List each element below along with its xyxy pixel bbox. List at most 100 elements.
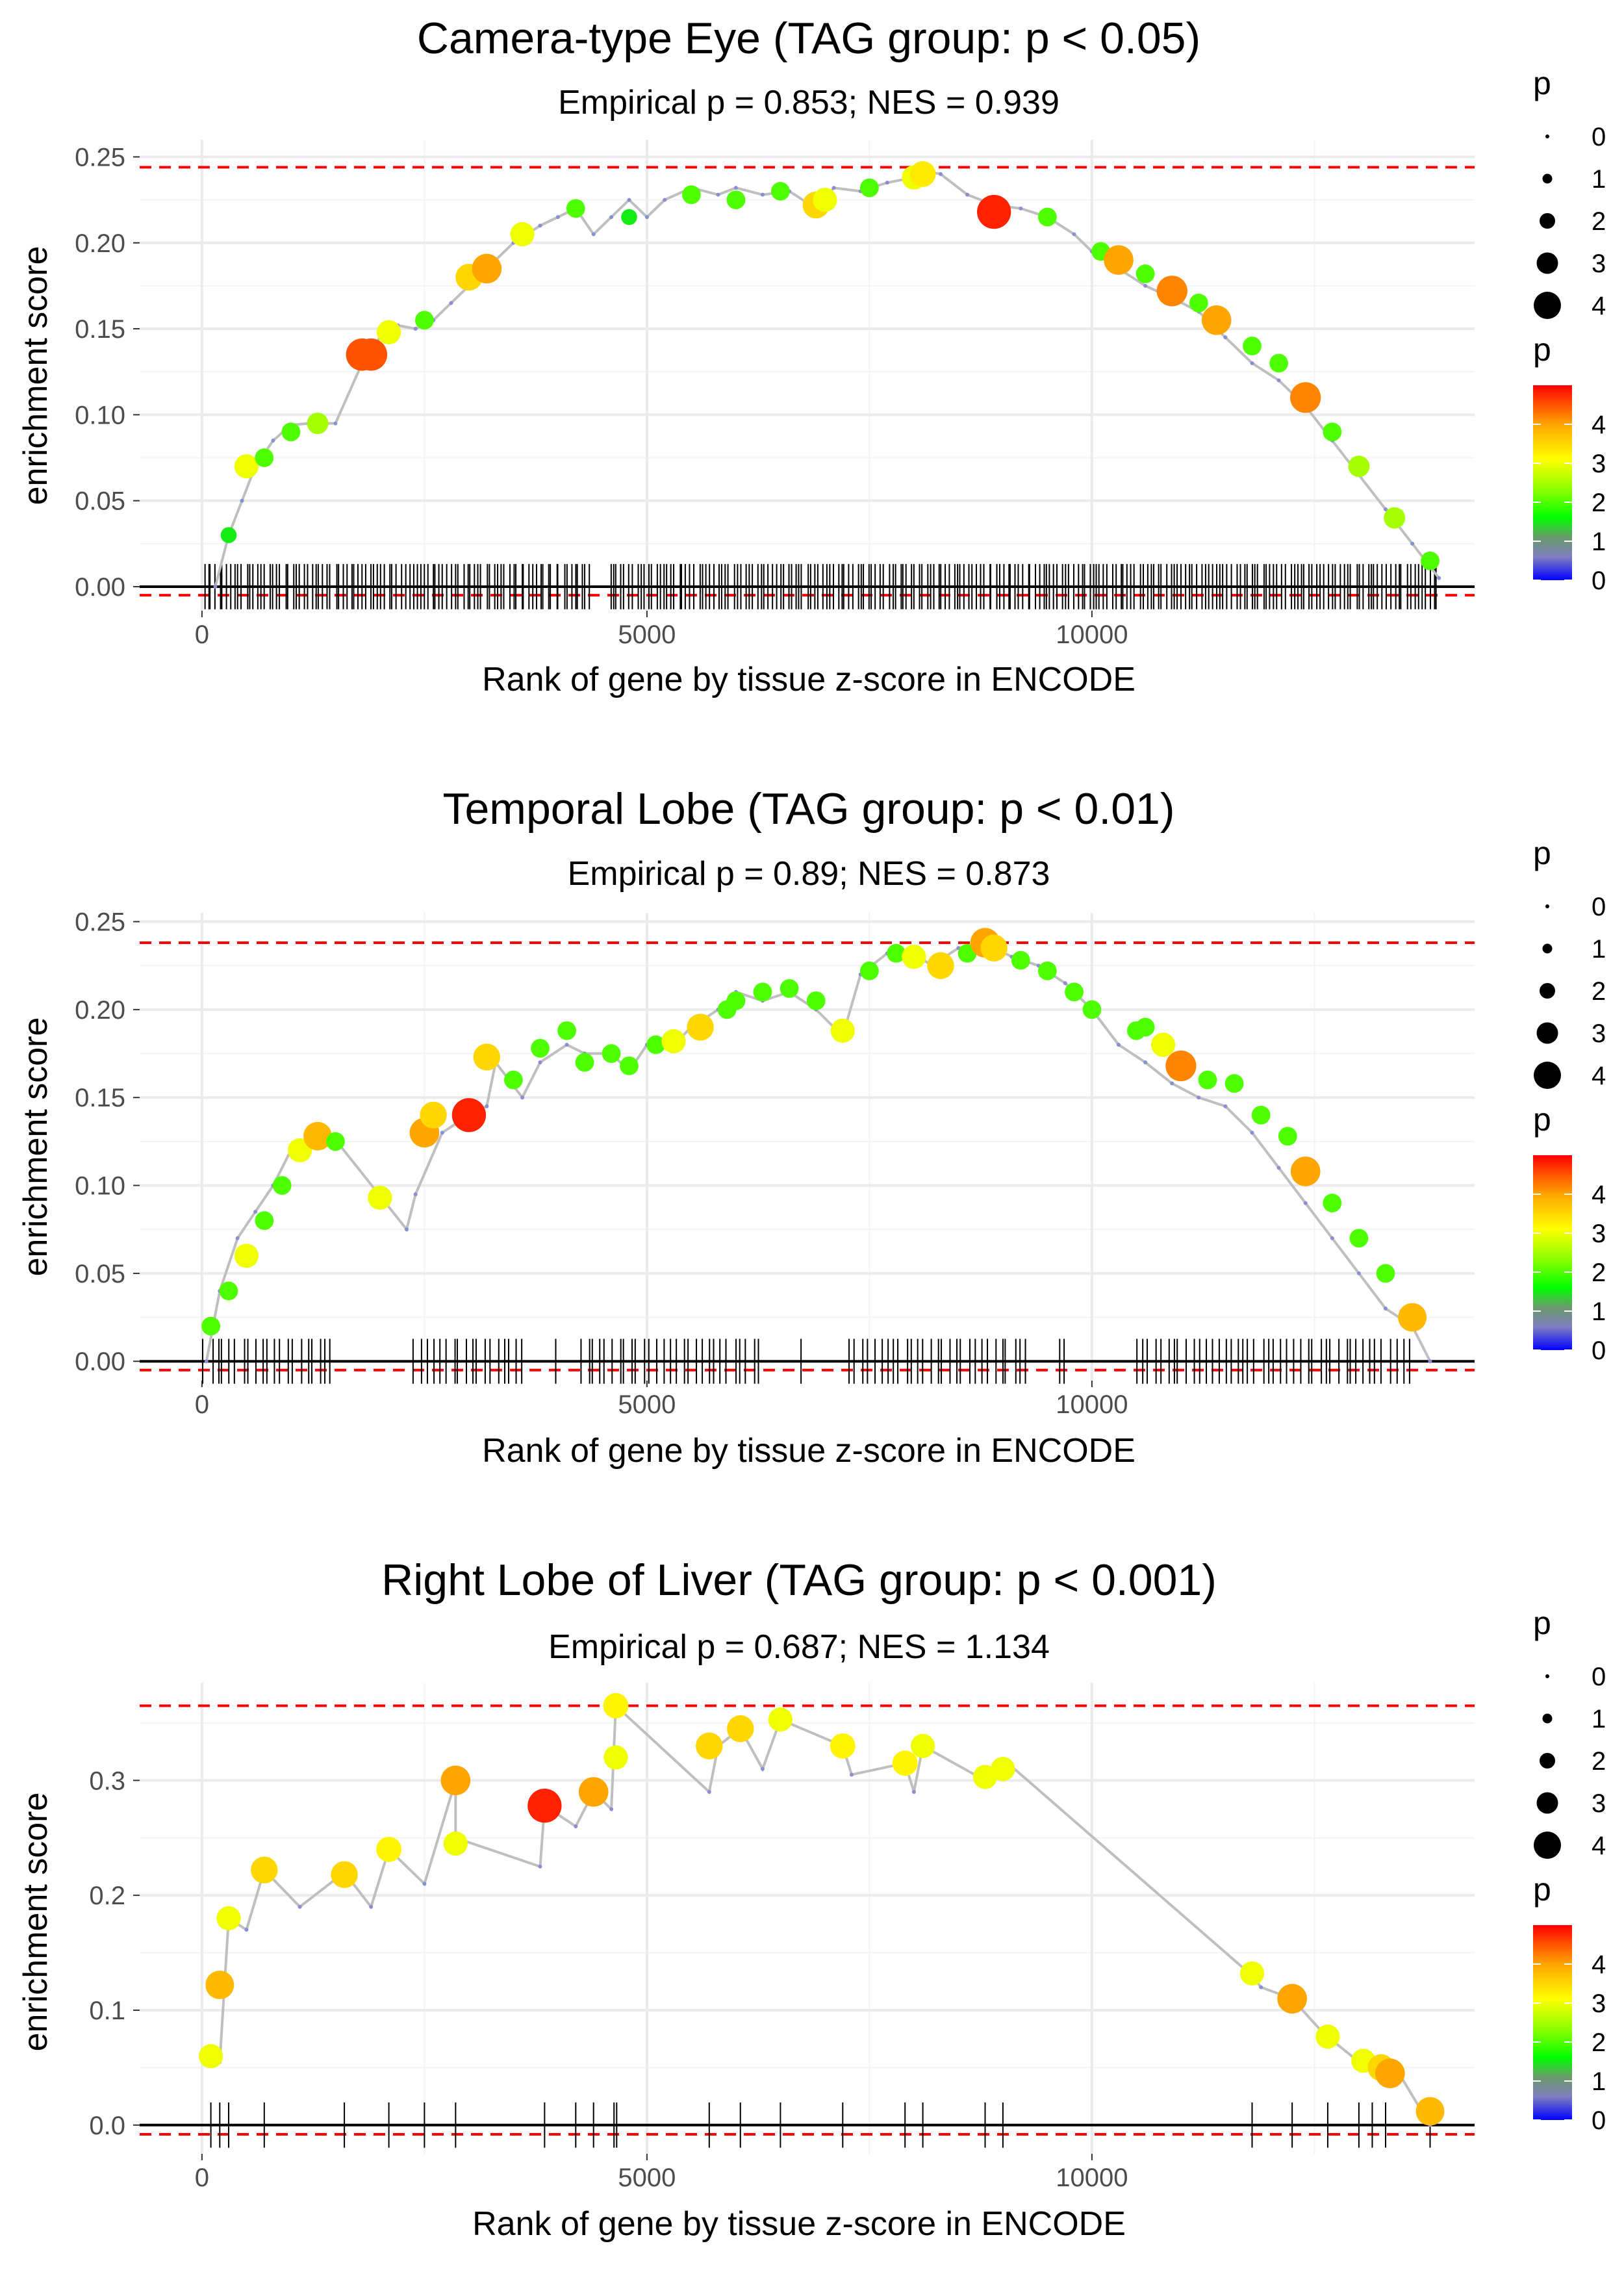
data-point [1348, 455, 1370, 478]
data-point [255, 448, 274, 467]
data-point [892, 1750, 918, 1776]
size-legend-dot [1545, 904, 1549, 908]
y-tick-label: 0.20 [75, 996, 125, 1025]
y-tick-label: 0.10 [75, 1172, 125, 1201]
x-tick-label: 10000 [1056, 620, 1128, 649]
color-legend-title: p [1533, 1871, 1551, 1908]
data-point [1323, 1194, 1342, 1213]
chart-panel-eye: Camera-type Eye (TAG group: p < 0.05) Em… [17, 14, 1475, 698]
size-legend-label: 0 [1592, 893, 1606, 921]
colorbar-label: 1 [1592, 528, 1606, 556]
series-line [205, 941, 1432, 1362]
data-point [531, 1039, 550, 1058]
legend-panel-temporal-lobe: p 0 1 2 3 4 p 0 1 2 3 4 [1533, 835, 1606, 1365]
colorbar-label: 3 [1592, 1220, 1606, 1248]
size-legend-label: 3 [1592, 1789, 1606, 1818]
series-vertex [1063, 981, 1067, 986]
data-point [415, 311, 434, 330]
data-point [205, 1971, 235, 2000]
data-point [473, 1043, 500, 1071]
data-point [1082, 1000, 1102, 1019]
data-point [1251, 1105, 1271, 1125]
data-point [1376, 1264, 1395, 1283]
data-point [603, 1745, 628, 1770]
series-vertex [1276, 378, 1281, 383]
colorbar-label: 2 [1592, 489, 1606, 517]
x-tick-label: 0 [195, 1390, 209, 1419]
data-point [1239, 1961, 1265, 1986]
data-point [860, 178, 879, 198]
x-axis-title: Rank of gene by tissue z-score in ENCODE [482, 1432, 1136, 1470]
size-legend-title: p [1533, 835, 1551, 871]
x-axis-title: Rank of gene by tissue z-score in ENCODE [482, 661, 1136, 698]
size-legend-dot [1540, 213, 1555, 229]
data-point [451, 1098, 487, 1132]
data-point [376, 1836, 402, 1862]
data-point [1038, 961, 1057, 980]
series-vertex [716, 192, 720, 197]
data-point [368, 1185, 392, 1210]
size-legend-label: 1 [1592, 935, 1606, 964]
size-legend-dot [1536, 1022, 1558, 1044]
colorbar-label: 3 [1592, 1989, 1606, 2018]
series-vertex [235, 1236, 240, 1240]
series-vertex [1170, 1081, 1174, 1086]
data-point [420, 1101, 447, 1129]
chart-subtitle: Empirical p = 0.687; NES = 1.134 [548, 1628, 1050, 1666]
colorbar-label: 4 [1592, 411, 1606, 439]
series-vertex [1384, 507, 1388, 511]
chart-title: Right Lobe of Liver (TAG group: p < 0.00… [381, 1555, 1217, 1605]
data-point [216, 1906, 241, 1931]
series-vertex [1117, 1043, 1121, 1047]
data-point [1243, 337, 1262, 355]
series-vertex [485, 1104, 489, 1108]
size-legend-label: 0 [1592, 123, 1606, 151]
size-legend-dot [1540, 983, 1555, 999]
data-point [860, 961, 879, 980]
x-tick-label: 0 [195, 620, 209, 649]
size-legend-dot [1540, 1753, 1555, 1769]
y-tick-label: 0.00 [75, 1348, 125, 1376]
colorbar-label: 2 [1592, 1258, 1606, 1287]
series-vertex [831, 186, 836, 190]
data-point [220, 527, 237, 543]
series-vertex [298, 1904, 302, 1909]
size-legend-label: 2 [1592, 977, 1606, 1006]
series-vertex [627, 198, 631, 202]
data-point [682, 185, 701, 205]
series-vertex [1072, 232, 1076, 236]
data-point [326, 1132, 345, 1151]
x-tick-label: 5000 [618, 2164, 676, 2192]
y-axis-title: enrichment score [17, 1017, 55, 1277]
data-point [1384, 507, 1406, 529]
data-point [1150, 1032, 1176, 1057]
series-vertex [1384, 1307, 1388, 1311]
data-point [980, 934, 1008, 962]
colorbar [1533, 1925, 1572, 2120]
data-point [1415, 2097, 1445, 2126]
size-legend-dot [1542, 1713, 1553, 1724]
series-vertex [965, 192, 970, 197]
series-vertex [538, 1864, 542, 1869]
data-point [1198, 1070, 1217, 1090]
data-point [661, 1028, 686, 1054]
series-vertex [761, 1767, 765, 1771]
data-point [199, 2044, 223, 2069]
colorbar-label: 0 [1592, 2106, 1606, 2135]
series-vertex [1250, 1131, 1254, 1135]
data-point [201, 1316, 220, 1336]
series-vertex [538, 224, 542, 228]
series-vertex [574, 1824, 578, 1829]
y-tick-label: 0.20 [75, 229, 125, 258]
series-vertex [644, 215, 649, 220]
series-vertex [939, 172, 943, 176]
data-point [307, 413, 329, 435]
colorbar-label: 2 [1592, 2028, 1606, 2057]
y-tick-label: 0.25 [75, 143, 125, 172]
data-point [727, 1715, 754, 1743]
size-legend-label: 3 [1592, 1019, 1606, 1048]
data-point [771, 181, 790, 201]
series-vertex [761, 192, 765, 197]
plot-area: 0 5000 10000 0.00 0.05 0.10 0.15 0.20 0.25 [75, 140, 1475, 649]
data-point [768, 1707, 793, 1732]
